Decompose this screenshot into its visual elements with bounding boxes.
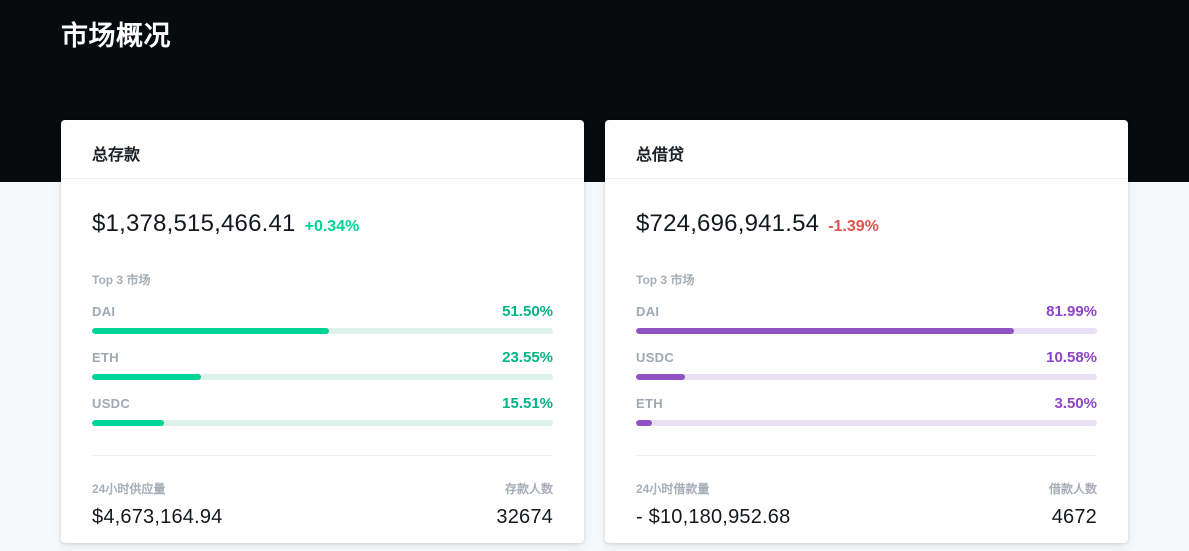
market-percentage: 23.55%	[502, 349, 553, 366]
market-name: USDC	[636, 350, 675, 365]
market-row: DAI 81.99%	[636, 303, 1097, 334]
supply-24h-value: $4,673,164.94	[92, 506, 223, 528]
market-share-bar-fill	[92, 328, 330, 334]
borrow-card-header: 总借贷	[605, 120, 1128, 179]
market-line: DAI 51.50%	[92, 303, 553, 320]
total-borrow-card: 总借贷 $724,696,941.54 -1.39% Top 3 市场 DAI …	[605, 120, 1128, 543]
borrow-stats: 24小时借款量 - $10,180,952.68 借款人数 4672	[636, 480, 1097, 529]
borrow-24h-value: - $10,180,952.68	[636, 506, 791, 528]
borrow-24h-stat: 24小时借款量 - $10,180,952.68	[636, 480, 790, 529]
market-line: USDC 10.58%	[636, 349, 1097, 366]
borrow-24h-label: 24小时借款量	[636, 482, 710, 496]
market-percentage: 81.99%	[1046, 303, 1097, 320]
market-line: DAI 81.99%	[636, 303, 1097, 320]
market-row: ETH 23.55%	[92, 349, 553, 380]
market-row: DAI 51.50%	[92, 303, 553, 334]
page-title: 市场概况	[61, 21, 171, 51]
market-share-bar-track	[92, 374, 553, 380]
supply-card-header: 总存款	[61, 120, 584, 179]
market-share-bar-fill	[636, 420, 653, 426]
suppliers-count-stat: 存款人数 32674	[496, 480, 553, 529]
market-share-bar-track	[92, 328, 553, 334]
total-borrow-value: $724,696,941.54	[636, 210, 820, 237]
borrow-card-title: 总借贷	[636, 147, 685, 164]
market-share-bar-track	[636, 420, 1097, 426]
borrowers-count-stat: 借款人数 4672	[1049, 480, 1097, 529]
suppliers-count-label: 存款人数	[504, 482, 553, 496]
total-supply-card: 总存款 $1,378,515,466.41 +0.34% Top 3 市场 DA…	[61, 120, 584, 543]
suppliers-count-value: 32674	[496, 506, 553, 528]
total-supply-value: $1,378,515,466.41	[92, 210, 296, 237]
market-share-bar-track	[636, 374, 1097, 380]
supply-card-body: $1,378,515,466.41 +0.34% Top 3 市场 DAI 51…	[61, 179, 584, 543]
market-row: USDC 15.51%	[92, 395, 553, 426]
borrowers-count-value: 4672	[1051, 506, 1097, 528]
market-percentage: 51.50%	[502, 303, 553, 320]
supply-change-percent: +0.34%	[304, 218, 360, 235]
supply-card-title: 总存款	[92, 147, 141, 164]
market-share-bar-fill	[636, 374, 685, 380]
market-percentage: 3.50%	[1054, 395, 1097, 412]
market-name: ETH	[92, 350, 119, 365]
borrow-card-body: $724,696,941.54 -1.39% Top 3 市场 DAI 81.9…	[605, 179, 1128, 543]
supply-24h-label: 24小时供应量	[92, 482, 166, 496]
borrow-headline: $724,696,941.54 -1.39%	[636, 210, 1097, 238]
market-share-bar-fill	[636, 328, 1014, 334]
market-line: ETH 23.55%	[92, 349, 553, 366]
market-share-bar-fill	[92, 374, 201, 380]
supply-top-markets-label: Top 3 市场	[92, 273, 151, 287]
market-percentage: 15.51%	[502, 395, 553, 412]
card-divider	[636, 455, 1097, 456]
borrow-change-percent: -1.39%	[828, 218, 879, 235]
borrow-top-markets-label: Top 3 市场	[636, 273, 695, 287]
market-share-bar-track	[636, 328, 1097, 334]
cards-row: 总存款 $1,378,515,466.41 +0.34% Top 3 市场 DA…	[0, 120, 1189, 543]
market-name: ETH	[636, 396, 663, 411]
market-row: USDC 10.58%	[636, 349, 1097, 380]
market-percentage: 10.58%	[1046, 349, 1097, 366]
market-share-bar-fill	[92, 420, 164, 426]
supply-24h-stat: 24小时供应量 $4,673,164.94	[92, 480, 223, 529]
market-name: DAI	[92, 304, 116, 319]
market-line: ETH 3.50%	[636, 395, 1097, 412]
supply-stats: 24小时供应量 $4,673,164.94 存款人数 32674	[92, 480, 553, 529]
market-row: ETH 3.50%	[636, 395, 1097, 426]
supply-headline: $1,378,515,466.41 +0.34%	[92, 210, 553, 238]
market-name: USDC	[92, 396, 131, 411]
borrowers-count-label: 借款人数	[1048, 482, 1097, 496]
market-name: DAI	[636, 304, 660, 319]
market-line: USDC 15.51%	[92, 395, 553, 412]
market-share-bar-track	[92, 420, 553, 426]
card-divider	[92, 455, 553, 456]
